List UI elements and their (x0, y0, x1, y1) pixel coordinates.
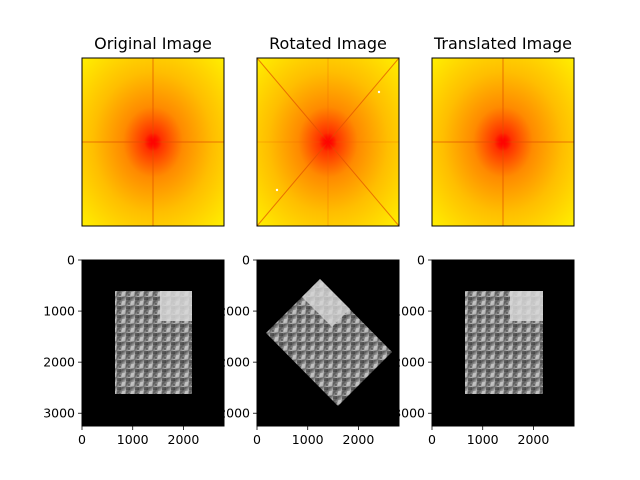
x-tick-label: 0 (253, 432, 261, 447)
image-translated (431, 259, 575, 427)
x-tick-label: 1000 (117, 432, 149, 447)
panel-title-translated: Translated Image (433, 34, 572, 53)
y-tick-label: 1000 (43, 304, 75, 319)
x-tick-label: 1000 (467, 432, 499, 447)
axis-ticks-translated: 0 1000 2000 0 1000 2000 3000 (393, 253, 549, 448)
spectrum-original (81, 57, 225, 227)
y-tick-label: 2000 (393, 355, 425, 370)
x-tick-label: 2000 (343, 432, 375, 447)
y-tick-label: 1000 (393, 304, 425, 319)
panel-title-rotated: Rotated Image (269, 34, 387, 53)
image-original (81, 259, 225, 427)
spectrum-rotated (256, 57, 400, 227)
image-rotated (256, 259, 400, 427)
y-tick-label: 2000 (43, 355, 75, 370)
panel-title-original: Original Image (94, 34, 212, 53)
x-tick-label: 1000 (292, 432, 324, 447)
y-tick-label: 2000 (218, 304, 250, 319)
x-tick-label: 2000 (518, 432, 550, 447)
x-tick-label: 0 (428, 432, 436, 447)
x-tick-label: 0 (78, 432, 86, 447)
axis-ticks-original: 0 1000 2000 0 1000 2000 3000 (43, 253, 199, 448)
x-tick-label: 2000 (168, 432, 200, 447)
y-tick-label: 0 (242, 253, 250, 268)
spectrum-translated (431, 57, 575, 227)
y-tick-label: 2000 (218, 355, 250, 370)
y-tick-label: 0 (67, 253, 75, 268)
y-tick-label: 2000 (218, 406, 250, 421)
y-tick-label: 3000 (393, 406, 425, 421)
y-tick-label: 3000 (43, 406, 75, 421)
y-tick-label: 0 (417, 253, 425, 268)
